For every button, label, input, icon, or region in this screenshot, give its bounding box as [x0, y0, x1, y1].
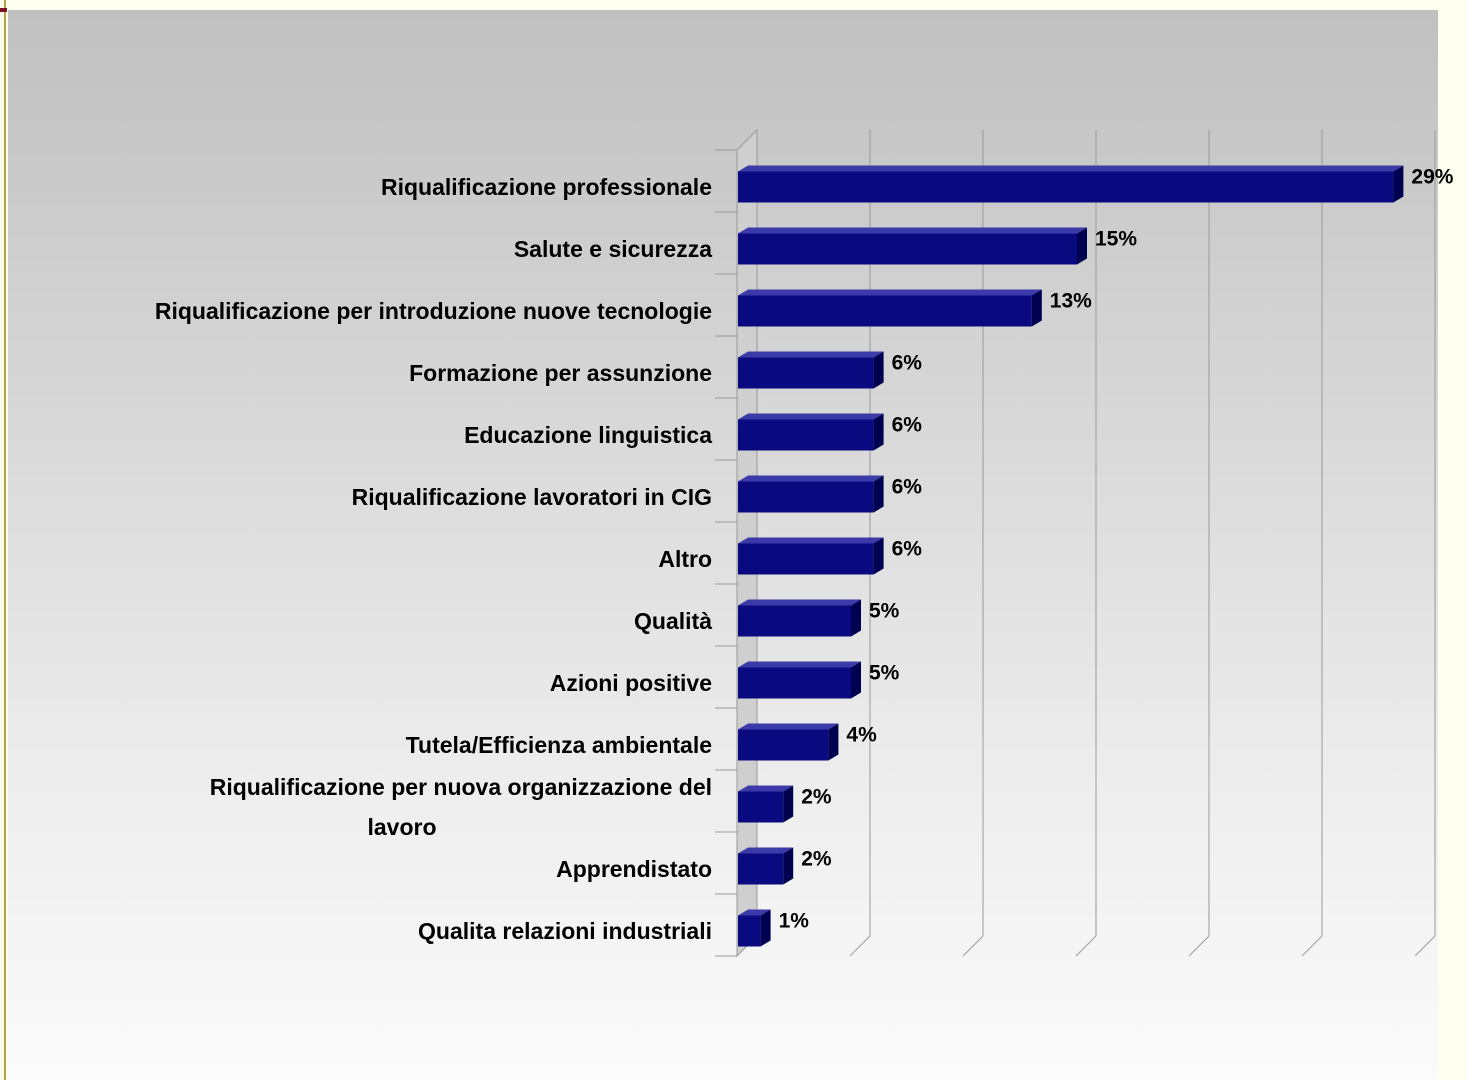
- bar-front: [738, 791, 784, 823]
- data-label: 6%: [892, 414, 923, 437]
- category-label: Riqualificazione per nuova organizzazion…: [210, 774, 712, 800]
- category-label: Altro: [658, 546, 712, 572]
- bar-top: [738, 661, 861, 668]
- gridline-floor: [962, 935, 984, 957]
- data-label: 29%: [1411, 166, 1453, 189]
- bar-front: [738, 543, 874, 575]
- data-label: 4%: [846, 724, 877, 747]
- bar-side: [783, 847, 794, 885]
- bar-front: [738, 853, 784, 885]
- category-label: Salute e sicurezza: [514, 236, 712, 262]
- data-label: 6%: [892, 352, 923, 375]
- category-label: Tutela/Efficienza ambientale: [406, 732, 712, 758]
- bar-top: [738, 227, 1087, 234]
- bar-top: [738, 723, 839, 730]
- data-label: 5%: [869, 600, 900, 623]
- category-label: Educazione linguistica: [464, 422, 712, 448]
- bar-top: [738, 289, 1042, 296]
- bar-front: [738, 233, 1077, 265]
- bar-side: [1031, 289, 1042, 327]
- bar-side: [828, 723, 839, 761]
- bar-side: [851, 661, 861, 699]
- bar-side: [873, 413, 884, 451]
- bar-top: [738, 537, 884, 544]
- bar-front: [738, 171, 1394, 203]
- bar-front: [738, 419, 874, 451]
- bar-front: [738, 667, 851, 699]
- bar-side: [760, 909, 771, 947]
- bar-front: [738, 605, 851, 637]
- gridline-floor: [1188, 935, 1210, 957]
- bar-front: [738, 481, 874, 513]
- left-accent-tick: [0, 8, 7, 12]
- category-label: Riqualificazione lavoratori in CIG: [352, 484, 712, 510]
- data-label: 2%: [801, 848, 832, 871]
- category-label: Qualita relazioni industriali: [418, 918, 712, 944]
- data-label: 6%: [892, 476, 923, 499]
- bar-top: [738, 785, 794, 792]
- category-label: Qualità: [634, 608, 712, 634]
- data-label: 15%: [1095, 228, 1137, 251]
- bar-top: [738, 475, 884, 482]
- data-label: 1%: [779, 910, 810, 933]
- data-label: 2%: [801, 786, 832, 809]
- category-label: Riqualificazione per introduzione nuove …: [155, 298, 712, 324]
- data-label: 6%: [892, 538, 923, 561]
- bar-front: [738, 729, 829, 761]
- bar-top: [738, 165, 1404, 172]
- gridline-floor: [1301, 935, 1323, 957]
- bar-side: [1077, 227, 1087, 265]
- bar-top: [738, 909, 771, 916]
- bar-side: [783, 785, 794, 823]
- category-label: Formazione per assunzione: [409, 360, 712, 386]
- bar-top: [738, 413, 884, 420]
- bar-side: [873, 351, 884, 389]
- bar-top: [738, 351, 884, 358]
- left-accent-rule: [4, 0, 6, 1080]
- category-label: Riqualificazione professionale: [381, 174, 712, 200]
- bar-top: [738, 599, 861, 606]
- bar-front: [738, 295, 1032, 327]
- gridline-floor: [1414, 935, 1436, 957]
- data-label: 5%: [869, 662, 900, 685]
- category-label: Azioni positive: [550, 670, 712, 696]
- bar-front: [738, 357, 874, 389]
- data-label: 13%: [1050, 290, 1092, 313]
- category-label: Apprendistato: [556, 856, 712, 882]
- bar-front: [738, 915, 761, 947]
- gridline-floor: [849, 935, 871, 957]
- gridline-floor: [1075, 935, 1097, 957]
- bar-side: [1393, 165, 1404, 203]
- category-label: lavoro: [367, 814, 436, 840]
- bar-top: [738, 847, 794, 854]
- bar-side: [873, 537, 884, 575]
- bar-side: [873, 475, 884, 513]
- bar-side: [851, 599, 861, 637]
